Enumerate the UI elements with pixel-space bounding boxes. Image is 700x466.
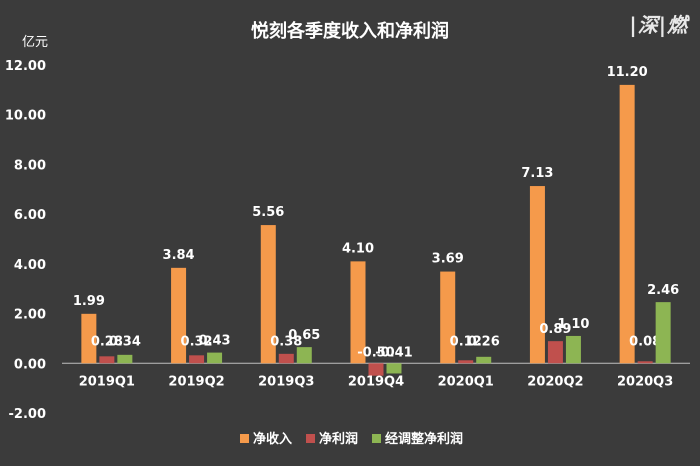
legend-swatch [240,434,249,443]
data-label: 1.99 [73,294,105,309]
data-label: 0.38 [270,334,302,349]
chart-legend: 净收入 净利润 经调整净利润 [240,431,463,447]
x-tick-label: 2019Q4 [348,374,404,389]
y-tick-label: -2.00 [9,407,46,422]
legend-label: 净收入 [253,431,292,447]
x-tick-label: 2019Q1 [79,374,135,389]
bar [637,361,653,364]
x-tick-label: 2020Q3 [617,374,673,389]
data-label: 3.69 [432,252,464,267]
y-tick-label: 2.00 [14,308,46,323]
brand-logo: |深|燃 [629,13,690,37]
data-label: 11.20 [607,65,648,80]
bar [458,360,474,364]
data-label: 0.26 [468,334,500,349]
legend-swatch [372,434,381,443]
chart-title: 悦刻各季度收入和净利润 [251,20,449,42]
bar-series: 1.99 0.280.34 3.84 0.320.43 5.56 0.380.65 4.10… [73,65,679,376]
data-label: -0.50 [357,345,394,360]
bar [547,341,563,364]
y-tick-label: 8.00 [14,158,46,173]
bar [529,186,545,364]
data-label: 7.13 [521,166,553,181]
legend-label: 经调整净利润 [385,431,463,447]
data-label: 0.34 [109,334,141,349]
x-tick-label: 2019Q2 [168,374,224,389]
y-axis-ticks: 12.00 10.00 8.00 6.00 4.00 2.00 0.00 -2.00 [5,59,46,422]
bar [207,352,223,364]
data-label: -0.41 [375,345,412,360]
x-tick-label: 2019Q3 [258,374,314,389]
x-axis-ticks: 2019Q1 2019Q2 2019Q3 2019Q4 2020Q1 2020Q2 2020… [79,374,674,389]
bar [440,271,456,364]
data-label: 4.10 [342,241,374,256]
bar [619,84,635,364]
data-label: 5.56 [252,205,284,220]
data-label: 0.12 [450,334,482,349]
y-tick-label: 4.00 [14,258,46,273]
x-tick-label: 2020Q1 [438,374,494,389]
y-tick-label: 6.00 [14,208,46,223]
data-label: 0.28 [91,334,123,349]
bar [296,347,312,364]
data-label: 0.08 [629,334,661,349]
x-tick-label: 2020Q2 [527,374,583,389]
legend-swatch [306,434,315,443]
bar [117,354,133,364]
bar [350,261,366,364]
data-label: 1.10 [557,317,589,332]
data-label: 0.43 [199,334,231,349]
y-tick-label: 0.00 [14,357,46,372]
y-tick-label: 10.00 [5,109,46,124]
bar [368,363,384,376]
bar [655,302,671,364]
y-axis-unit: 亿元 [22,35,48,50]
legend-label: 净利润 [319,431,358,447]
data-label: 0.89 [539,322,571,337]
data-label: 0.32 [181,334,213,349]
data-label: 3.84 [163,248,195,263]
bar [386,363,402,374]
bar [476,356,492,364]
bar [171,267,187,364]
y-tick-label: 12.00 [5,59,46,74]
data-label: 2.46 [647,283,679,298]
bar [565,335,581,364]
bar [189,355,205,364]
bar [81,313,97,364]
bar [99,356,115,364]
data-label: 0.65 [288,328,320,343]
bar [260,225,276,364]
bar [278,353,294,364]
